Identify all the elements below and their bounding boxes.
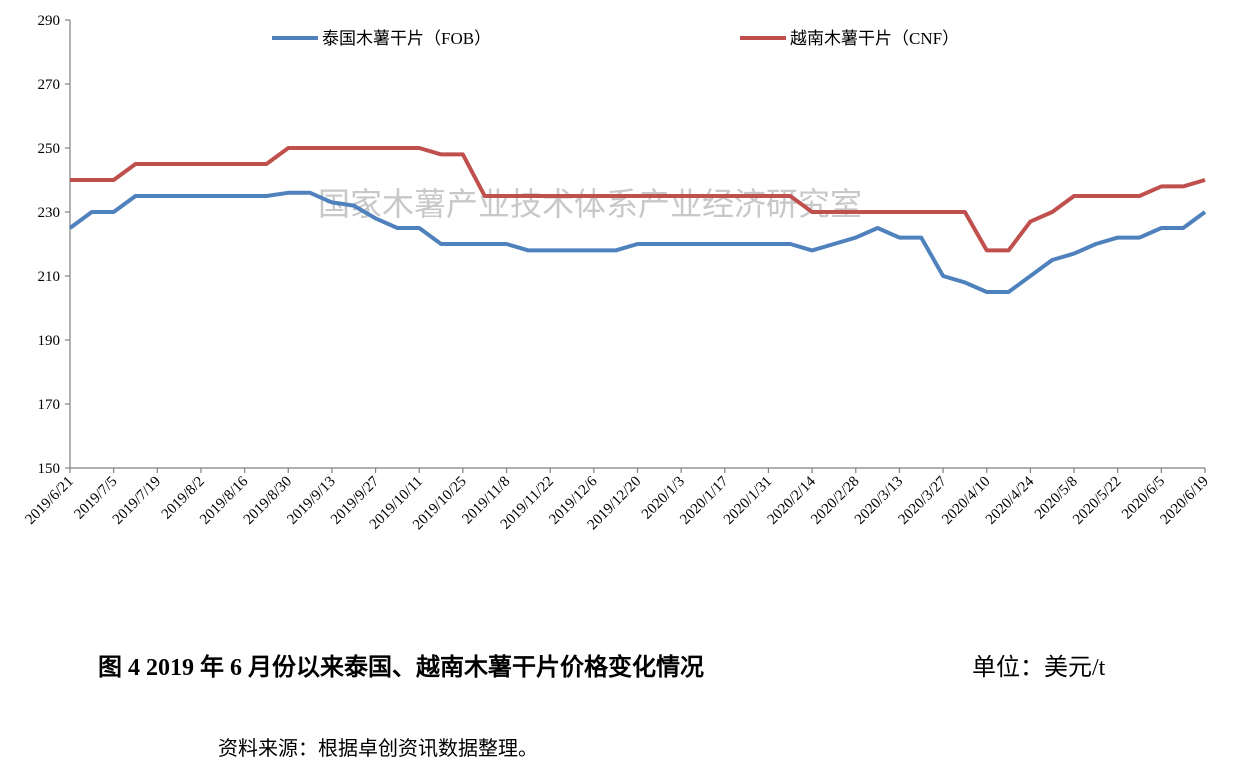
y-tick-label: 270 xyxy=(38,77,61,93)
unit: 单位：美元/t xyxy=(972,654,1106,681)
series-line xyxy=(68,190,1207,294)
y-tick-label: 150 xyxy=(38,461,61,477)
x-tick-label: 2020/5/22 xyxy=(1070,474,1124,528)
caption: 图 4 2019 年 6 月份以来泰国、越南木薯干片价格变化情况 xyxy=(98,653,704,681)
x-tick-label: 2020/6/19 xyxy=(1157,474,1211,528)
series-line xyxy=(70,146,1206,253)
x-tick-label: 2019/6/21 xyxy=(22,474,76,528)
legend-label: 泰国木薯干片（FOB） xyxy=(322,29,491,48)
y-tick-label: 290 xyxy=(38,13,61,29)
y-tick-label: 230 xyxy=(38,205,61,221)
watermark: 国家木薯产业技术体系产业经济研究室 xyxy=(318,185,862,223)
y-tick-label: 210 xyxy=(38,269,61,285)
x-tick-label: 2020/4/24 xyxy=(983,473,1038,528)
source: 资料来源：根据卓创资讯数据整理。 xyxy=(218,737,538,760)
y-tick-label: 250 xyxy=(38,141,61,157)
y-tick-label: 170 xyxy=(38,397,61,413)
y-tick-label: 190 xyxy=(38,333,61,349)
legend-label: 越南木薯干片（CNF） xyxy=(790,29,959,48)
x-tick-label: 2019/7/19 xyxy=(110,474,164,528)
